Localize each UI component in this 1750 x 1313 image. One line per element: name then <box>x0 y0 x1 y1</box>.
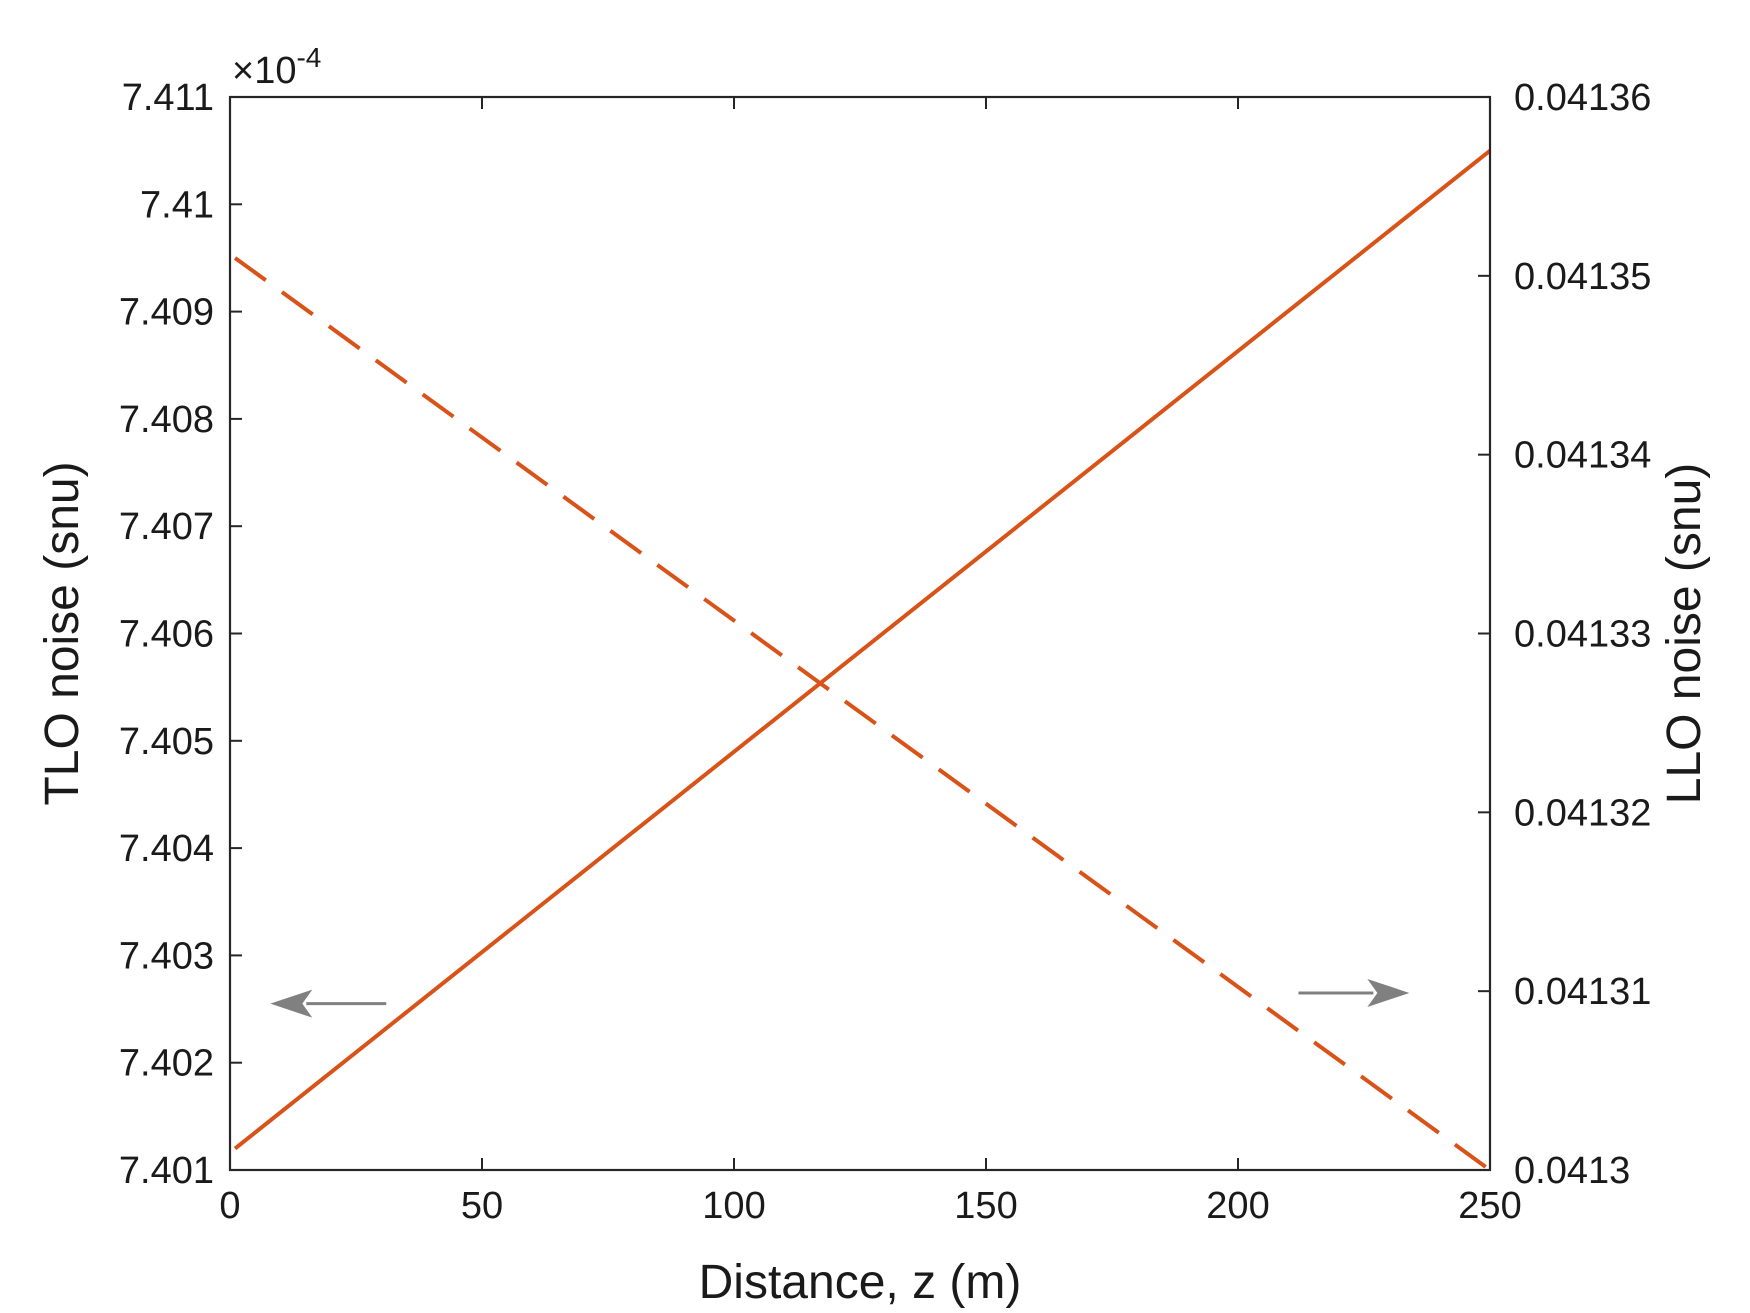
y-right-tick-label: 0.04134 <box>1514 435 1651 477</box>
x-tick-label: 0 <box>219 1185 240 1227</box>
y-left-multiplier-label: ×10-4 <box>232 42 321 92</box>
right-axis-arrow-icon <box>1298 978 1410 1007</box>
x-tick-label: 250 <box>1458 1185 1521 1227</box>
y-right-tick-label: 0.04135 <box>1514 256 1651 298</box>
x-tick-label: 100 <box>702 1185 765 1227</box>
y-left-multiplier-exponent: -4 <box>296 42 321 73</box>
y-left-axis-title: TLO noise (snu) <box>36 461 89 805</box>
y-left-tick-label: 7.403 <box>119 935 214 977</box>
y-right-tick-label: 0.0413 <box>1514 1150 1630 1192</box>
x-axis-title: Distance, z (m) <box>699 1256 1022 1309</box>
x-tick-label: 200 <box>1206 1185 1269 1227</box>
tick-labels: 0 50 100 150 200 250 7.401 7.402 7.403 7.404 7.405… <box>119 77 1651 1227</box>
y-left-tick-label: 7.408 <box>119 399 214 441</box>
y-left-tick-label: 7.407 <box>119 506 214 548</box>
annotation-arrows <box>270 978 1410 1018</box>
x-tick-label: 150 <box>954 1185 1017 1227</box>
y-left-tick-label: 7.401 <box>119 1150 214 1192</box>
axis-ticks <box>229 96 1491 1171</box>
y-right-tick-label: 0.04132 <box>1514 792 1651 834</box>
y-right-tick-label: 0.04133 <box>1514 614 1651 656</box>
y-left-tick-label: 7.41 <box>140 184 214 226</box>
left-axis-arrow-icon <box>270 989 387 1018</box>
y-right-axis-title: LLO noise (snu) <box>1658 463 1711 805</box>
y-left-tick-label: 7.402 <box>119 1043 214 1085</box>
y-right-tick-label: 0.04136 <box>1514 77 1651 119</box>
plot-lines <box>233 149 1492 1172</box>
llo-noise-series-dashed <box>233 256 1492 1172</box>
y-right-tick-label: 0.04131 <box>1514 971 1651 1013</box>
y-left-tick-label: 7.411 <box>122 77 214 119</box>
y-left-tick-label: 7.409 <box>119 292 214 334</box>
y-left-tick-label: 7.406 <box>119 614 214 656</box>
tlo-noise-series-solid <box>233 149 1492 1151</box>
y-left-multiplier-base: ×10 <box>232 50 296 92</box>
x-tick-label: 50 <box>461 1185 503 1227</box>
y-left-tick-label: 7.405 <box>119 721 214 763</box>
y-left-tick-label: 7.404 <box>119 828 214 870</box>
